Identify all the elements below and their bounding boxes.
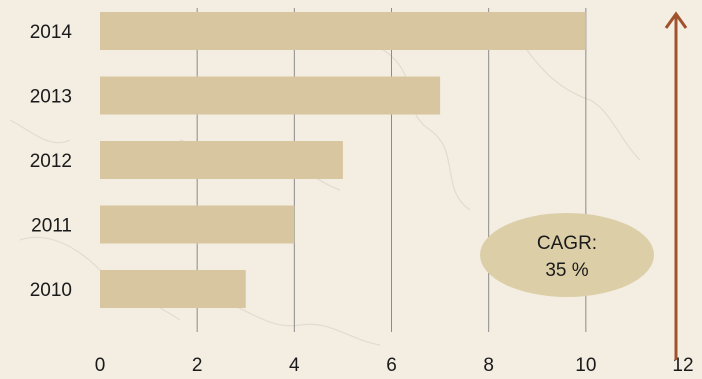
- x-tick-label-8: 8: [483, 355, 494, 376]
- x-tick-label-0: 0: [95, 355, 106, 376]
- bar-2010: [100, 270, 246, 308]
- category-labels: 2014 2013 2012 2011 2010: [30, 22, 73, 301]
- bar-2013: [100, 76, 441, 115]
- category-label-2014: 2014: [30, 22, 73, 43]
- cagr-value: 35 %: [545, 260, 588, 281]
- bar-2014: [100, 12, 586, 50]
- category-label-2010: 2010: [30, 280, 72, 301]
- arrow-up-icon: [664, 11, 688, 360]
- bar-2011: [100, 205, 295, 244]
- x-tick-label-2: 2: [192, 355, 203, 376]
- x-tick-labels: 0 2 4 6 8 10 12: [95, 355, 694, 376]
- bars: [100, 12, 586, 308]
- x-tick-label-4: 4: [289, 355, 300, 376]
- cagr-ellipse: [480, 213, 654, 297]
- cagr-annotation: CAGR: 35 %: [480, 213, 654, 297]
- x-tick-label-10: 10: [575, 355, 596, 376]
- x-tick-label-12: 12: [672, 355, 693, 376]
- bar-2012: [100, 141, 343, 179]
- category-label-2013: 2013: [30, 87, 72, 108]
- x-tick-label-6: 6: [386, 355, 397, 376]
- category-label-2012: 2012: [30, 151, 72, 172]
- cagr-label: CAGR:: [537, 233, 597, 254]
- category-label-2011: 2011: [31, 216, 72, 237]
